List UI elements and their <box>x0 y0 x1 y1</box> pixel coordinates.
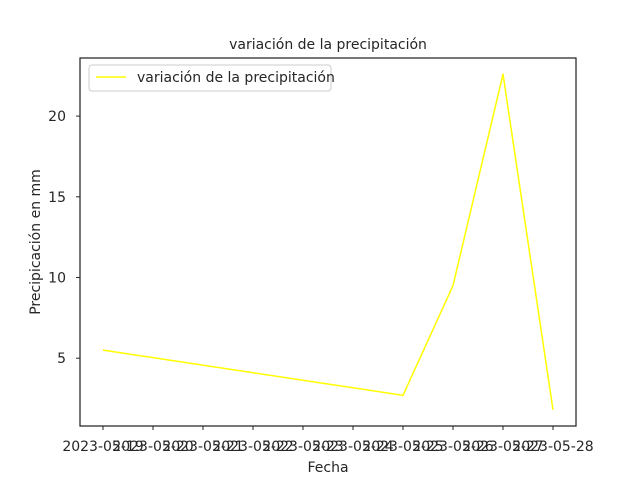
x-tick-label: 2023-05-22 <box>212 439 293 455</box>
y-tick-label: 15 <box>48 190 66 206</box>
y-tick-label: 20 <box>48 109 66 125</box>
legend-box <box>88 64 332 92</box>
x-tick-label: 2023-05-24 <box>312 439 393 455</box>
x-tick-label: 2023-05-26 <box>412 439 493 455</box>
legend: variación de la precipitación <box>88 64 335 92</box>
x-tick-label: 2023-05-27 <box>462 439 543 455</box>
x-tick-label: 2023-05-21 <box>162 439 243 455</box>
plot-layer <box>102 73 554 410</box>
x-tick-label: 2023-05-23 <box>262 439 343 455</box>
y-axis-label: Precipicación en mm <box>28 169 44 315</box>
x-tick-label: 2023-05-20 <box>112 439 193 455</box>
x-tick-label: 2023-05-25 <box>362 439 443 455</box>
axes-layer: 51015202023-05-192023-05-202023-05-21202… <box>48 109 594 455</box>
x-axis-label: Fecha <box>307 460 348 476</box>
x-tick-label: 2023-05-19 <box>62 439 143 455</box>
y-tick-label: 10 <box>48 271 66 287</box>
series-line <box>102 73 554 410</box>
plot-frame <box>79 57 577 427</box>
chart-title: variación de la precipitación <box>229 37 427 53</box>
x-tick-label: 2023-05-28 <box>512 439 593 455</box>
legend-label: variación de la precipitación <box>137 70 335 86</box>
y-tick-label: 5 <box>57 351 66 367</box>
